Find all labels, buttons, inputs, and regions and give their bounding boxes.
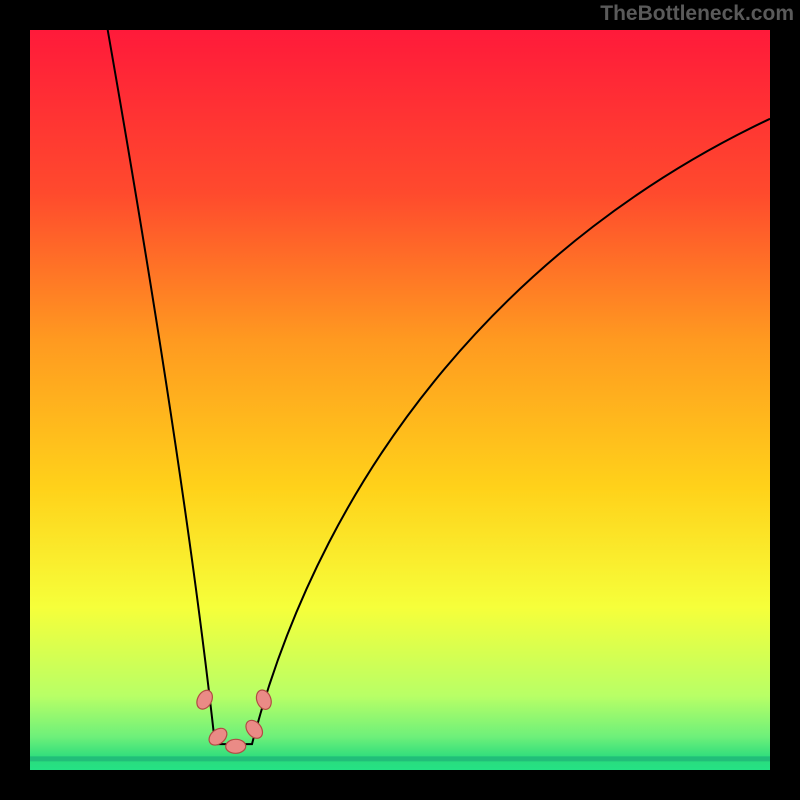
data-marker [243, 717, 266, 741]
bottleneck-curve [30, 30, 770, 759]
watermark-label: TheBottleneck.com [600, 2, 794, 26]
data-marker [254, 688, 274, 712]
chart-stage: TheBottleneck.com [0, 0, 800, 800]
marker-cluster [194, 688, 274, 754]
overlay-svg [0, 0, 800, 800]
v-curve-path [108, 30, 770, 744]
data-marker [194, 688, 216, 712]
data-marker [225, 739, 245, 754]
